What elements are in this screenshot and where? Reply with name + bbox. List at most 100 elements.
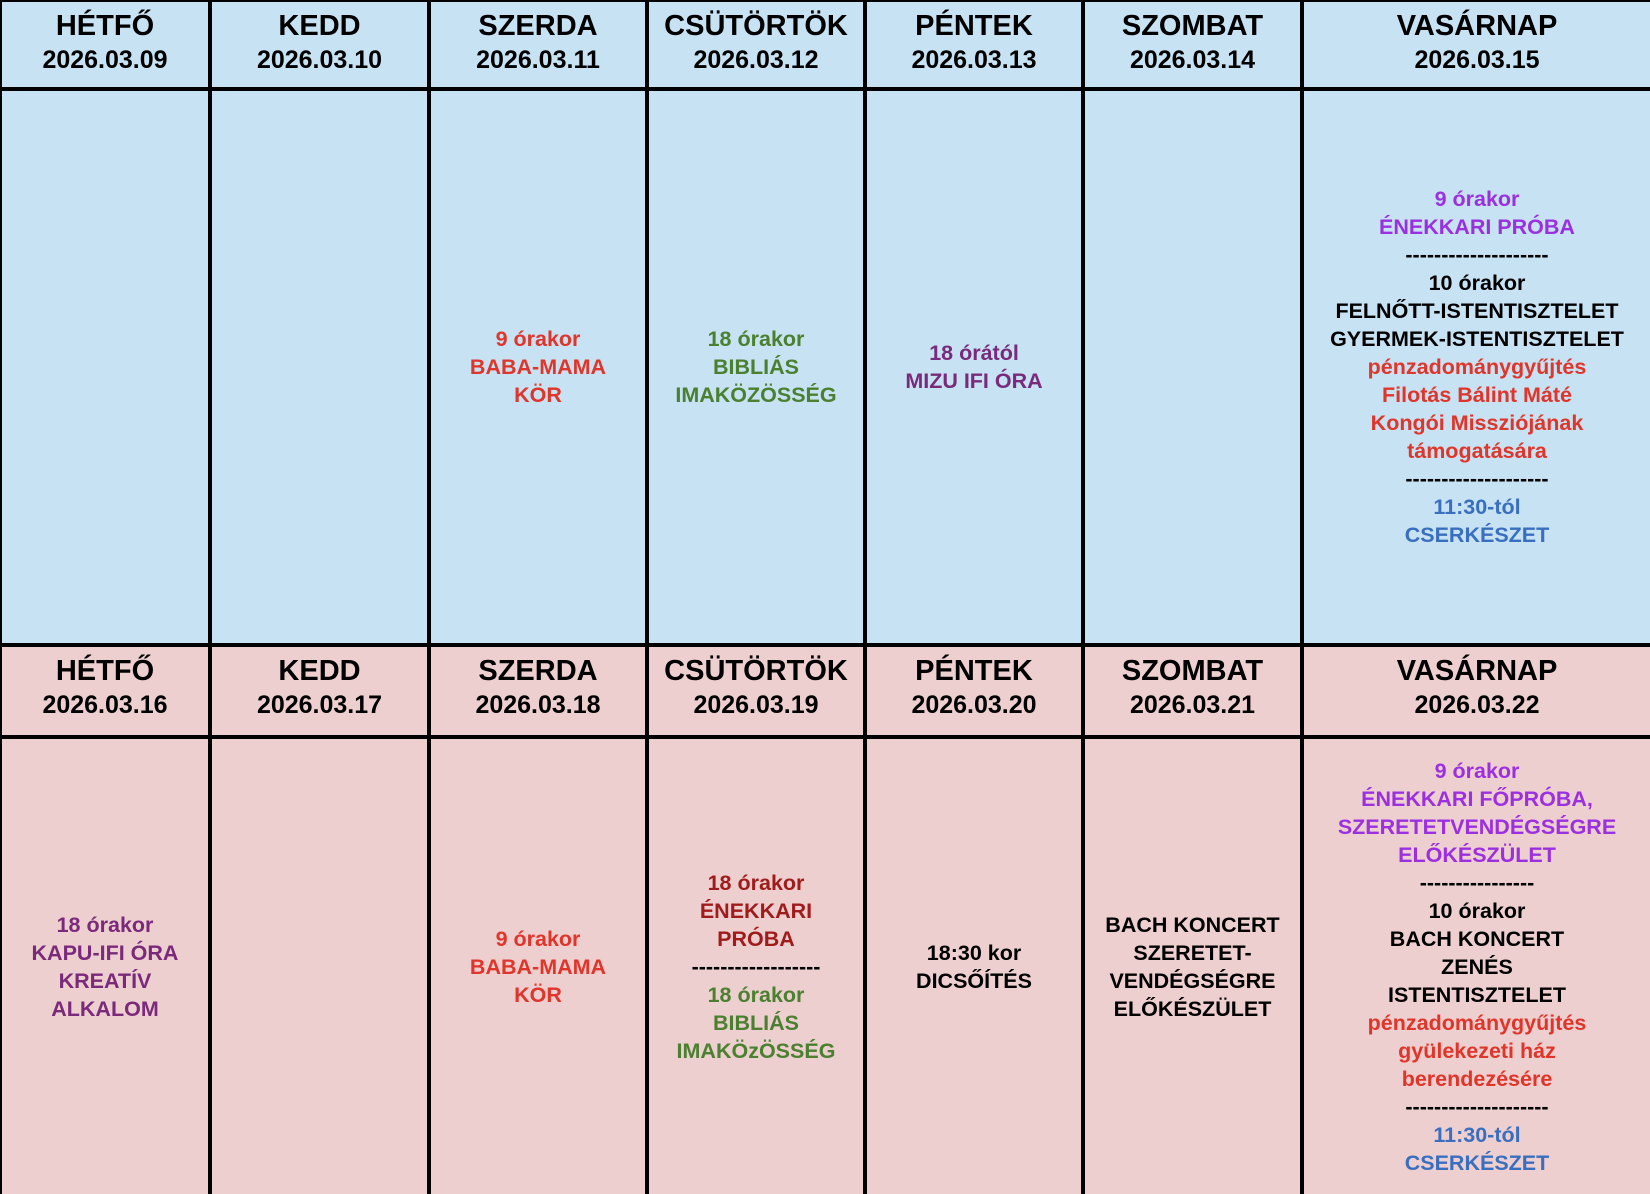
day-header: SZOMBAT 2026.03.21	[1085, 647, 1300, 735]
day-date: 2026.03.14	[1129, 46, 1256, 74]
event-line: PRÓBA	[717, 926, 795, 951]
event-line: ------------------	[691, 954, 821, 979]
event-line: ISTENTISZTELET	[1388, 982, 1566, 1007]
day-date: 2026.03.15	[1414, 46, 1540, 74]
event-line: 10 órakor	[1428, 271, 1526, 295]
day-name: VASÁRNAP	[1396, 655, 1558, 687]
event-line: 10 órakor	[1428, 898, 1526, 923]
event-line: DICSŐÍTÉS	[916, 968, 1032, 993]
day-events: BACH KONCERT SZERETET- VENDÉGSÉGRE ELŐKÉSZÜ…	[1085, 739, 1300, 1194]
day-header: SZERDA 2026.03.11	[431, 2, 645, 87]
event-line: pénzadománygyűjtés	[1367, 355, 1587, 379]
event-line: gyülekezeti ház	[1398, 1038, 1556, 1063]
day-events: 18:30 kor DICSŐÍTÉS	[867, 739, 1081, 1194]
day-name: SZOMBAT	[1121, 655, 1264, 687]
event-line: ELŐKÉSZÜLET	[1398, 842, 1556, 867]
event-line: ÉNEKKARI	[699, 898, 813, 923]
day-header: PÉNTEK 2026.03.13	[867, 2, 1081, 87]
day-events	[1085, 91, 1300, 643]
event-line: Filotás Bálint Máté	[1382, 383, 1572, 407]
day-events: 9 órakor ÉNEKKARI PRÓBA ------------------…	[1304, 91, 1650, 643]
event-line: berendezésére	[1401, 1066, 1553, 1091]
day-date: 2026.03.20	[911, 691, 1037, 719]
event-line: KÖR	[514, 383, 562, 407]
event-line: 11:30-tól	[1433, 495, 1521, 519]
day-date: 2026.03.10	[256, 46, 383, 74]
day-header: VASÁRNAP 2026.03.22	[1304, 647, 1650, 735]
event-line: VENDÉGSÉGRE	[1109, 968, 1276, 993]
event-line: CSERKÉSZET	[1404, 1150, 1550, 1175]
day-name: SZOMBAT	[1121, 10, 1264, 42]
day-events: 18 órakor ÉNEKKARI PRÓBA ------------------…	[649, 739, 863, 1194]
event-line: BIBLIÁS	[713, 355, 799, 379]
event-line: 9 órakor	[1434, 758, 1520, 783]
event-line: IMAKÖZÖSSÉG	[675, 383, 837, 407]
day-events	[212, 91, 427, 643]
event-line: ELŐKÉSZÜLET	[1113, 996, 1272, 1021]
event-line: BABA-MAMA	[469, 954, 607, 979]
event-line: 9 órakor	[495, 327, 581, 351]
event-line: ALKALOM	[51, 996, 159, 1021]
event-line: Kongói Missziójának	[1370, 411, 1584, 435]
day-date: 2026.03.11	[476, 46, 600, 74]
event-line: 11:30-tól	[1433, 1122, 1521, 1147]
day-header: VASÁRNAP 2026.03.15	[1304, 2, 1650, 87]
event-line: 9 órakor	[1434, 187, 1520, 211]
day-events: 9 órakor ÉNEKKARI FŐPRÓBA, SZERETETVENDÉGS…	[1304, 739, 1650, 1194]
day-events: 9 órakor BABA-MAMA KÖR	[431, 91, 645, 643]
day-header: CSÜTÖRTÖK 2026.03.12	[649, 2, 863, 87]
day-date: 2026.03.21	[1129, 691, 1256, 719]
event-line: GYERMEK-ISTENTISZTELET	[1330, 327, 1624, 351]
event-line: FELNŐTT-ISTENTISZTELET	[1335, 299, 1619, 323]
event-line: 18:30 kor	[926, 940, 1022, 965]
event-line: KREATÍV	[58, 968, 152, 993]
event-line: --------------------	[1405, 1094, 1549, 1119]
day-name: SZERDA	[478, 10, 598, 42]
day-name: KEDD	[278, 10, 361, 42]
day-header: HÉTFŐ 2026.03.16	[2, 647, 208, 735]
day-name: PÉNTEK	[915, 655, 1033, 687]
day-events: 18 órakor KAPU-IFI ÓRA KREATÍV ALKALOM	[2, 739, 208, 1194]
event-line: 9 órakor	[495, 926, 581, 951]
event-line: ÉNEKKARI FŐPRÓBA,	[1361, 786, 1593, 811]
event-line: IMAKÖzÖSSÉG	[676, 1038, 836, 1063]
event-line: BIBLIÁS	[713, 1010, 799, 1035]
event-line: MIZU IFI ÓRA	[905, 369, 1043, 393]
day-header: KEDD 2026.03.10	[212, 2, 427, 87]
day-name: CSÜTÖRTÖK	[664, 655, 848, 687]
event-line: BACH KONCERT	[1389, 926, 1565, 951]
day-date: 2026.03.19	[693, 691, 819, 719]
event-line: 18 órakor	[707, 870, 805, 895]
event-line: --------------------	[1405, 467, 1549, 491]
event-line: pénzadománygyűjtés	[1367, 1010, 1587, 1035]
event-line: 18 órakor	[56, 912, 154, 937]
day-name: CSÜTÖRTÖK	[664, 10, 848, 42]
day-name: SZERDA	[478, 655, 598, 687]
day-header: SZERDA 2026.03.18	[431, 647, 645, 735]
day-date: 2026.03.17	[256, 691, 383, 719]
day-events: 18 órakor BIBLIÁS IMAKÖZÖSSÉG	[649, 91, 863, 643]
event-line: CSERKÉSZET	[1404, 523, 1550, 547]
event-line: SZERETETVENDÉGSÉGRE	[1337, 814, 1617, 839]
day-name: PÉNTEK	[915, 10, 1033, 42]
event-line: 18 órakor	[707, 982, 805, 1007]
event-line: támogatására	[1407, 439, 1547, 463]
day-events	[2, 91, 208, 643]
event-line: BABA-MAMA	[469, 355, 607, 379]
day-name: HÉTFŐ	[55, 655, 155, 687]
day-name: HÉTFŐ	[55, 10, 155, 42]
event-line: BACH KONCERT	[1105, 912, 1280, 937]
day-header: SZOMBAT 2026.03.14	[1085, 2, 1300, 87]
event-line: ZENÉS	[1441, 954, 1513, 979]
day-header: CSÜTÖRTÖK 2026.03.19	[649, 647, 863, 735]
day-header: PÉNTEK 2026.03.20	[867, 647, 1081, 735]
day-events: 18 órától MIZU IFI ÓRA	[867, 91, 1081, 643]
event-line: ÉNEKKARI PRÓBA	[1379, 215, 1575, 239]
event-line: --------------------	[1405, 243, 1549, 267]
event-line: KÖR	[514, 982, 562, 1007]
day-date: 2026.03.12	[693, 46, 819, 74]
day-date: 2026.03.22	[1414, 691, 1540, 719]
event-line: SZERETET-	[1133, 940, 1252, 965]
day-date: 2026.03.09	[42, 46, 168, 74]
